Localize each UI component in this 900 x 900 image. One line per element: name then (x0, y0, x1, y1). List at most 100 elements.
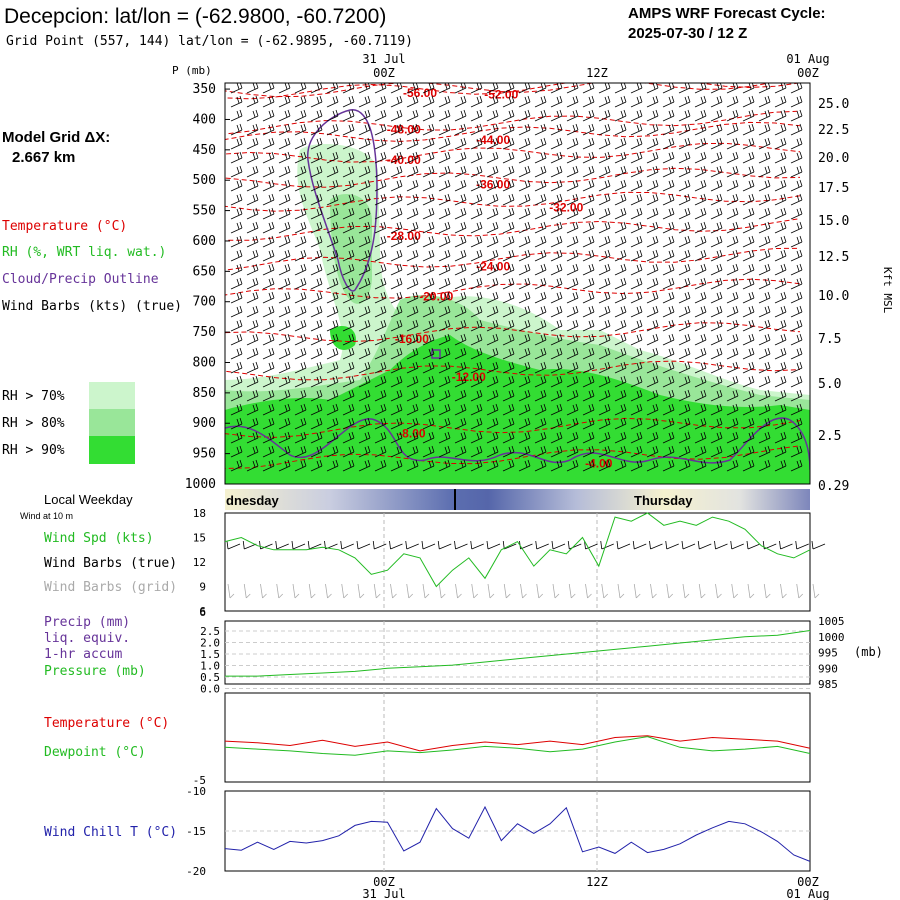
wind-barb (246, 165, 259, 178)
wind-barb (774, 361, 787, 374)
wind-barb (502, 361, 515, 374)
windchill-line (224, 805, 811, 862)
grid-wind-barb (536, 583, 544, 599)
wind-barb (518, 417, 531, 430)
wind-barb (566, 375, 579, 388)
wind-barb (518, 389, 531, 402)
wind-barb (758, 221, 771, 234)
wind-barb (310, 319, 323, 332)
wind-barb (518, 403, 531, 416)
wind-barb (710, 207, 723, 220)
wind-barb (582, 151, 595, 164)
wind-barb (342, 95, 355, 108)
wind-barb (486, 137, 499, 150)
wind-barb (262, 137, 275, 150)
wind-barb (582, 109, 595, 122)
wind-barb (662, 235, 675, 248)
wind-barb (646, 235, 659, 248)
wind-barb (694, 249, 707, 262)
wind-barb (246, 375, 259, 388)
wind-barb (710, 263, 723, 276)
wind-barb (550, 347, 563, 360)
wind-barb (518, 207, 531, 220)
wind-barb (790, 305, 803, 318)
wind-ytick-label: 15 (193, 532, 206, 545)
wind-barb (454, 333, 467, 346)
top-tick-12z: 12Z (586, 66, 608, 80)
wind-barb (630, 235, 643, 248)
wind-barb (278, 459, 291, 472)
wind-barb (774, 277, 787, 290)
wind-barb (358, 291, 371, 304)
wind-barb (694, 123, 707, 136)
wind-barb (310, 263, 323, 276)
wind-barb (678, 277, 691, 290)
wind-barb (438, 123, 451, 136)
wind-barb (710, 403, 723, 416)
wind-barb (598, 291, 611, 304)
surface-wind-barb (632, 540, 647, 550)
wind-barb (278, 123, 291, 136)
wind-barb (534, 109, 547, 122)
bottom-date-1: 31 Jul (362, 887, 405, 900)
grid-wind-barb (487, 583, 495, 599)
wind-barb (374, 333, 387, 346)
wind-barb (406, 417, 419, 430)
wind-barb (614, 347, 627, 360)
wind-barb (742, 445, 755, 458)
wind-barb (326, 445, 339, 458)
wind-barb (278, 221, 291, 234)
temperature-contour (225, 191, 801, 217)
wind-barb (646, 109, 659, 122)
wind-barb (310, 445, 323, 458)
wind-barb (294, 403, 307, 416)
wind-barb (566, 123, 579, 136)
wind-barb (278, 179, 291, 192)
wind-barb (390, 277, 403, 290)
wind-barb (646, 445, 659, 458)
wind-barb (230, 235, 243, 248)
grid-wind-barb (812, 583, 820, 599)
wind-barb (678, 459, 691, 472)
wind-barb (470, 361, 483, 374)
wind-barb (262, 221, 275, 234)
wind-barb (422, 235, 435, 248)
surface-wind-barb (226, 540, 241, 550)
surface-wind-barb (681, 540, 696, 550)
wind-barb (582, 207, 595, 220)
wind-spd-label: Wind Spd (kts) (44, 531, 154, 546)
wind-barb (230, 193, 243, 206)
wind-barb (534, 375, 547, 388)
height-tick-label: 12.5 (818, 250, 849, 265)
wind-barb (406, 137, 419, 150)
wind-barb (502, 137, 515, 150)
wind-barb (694, 179, 707, 192)
wind-barb (374, 263, 387, 276)
wind-barb (342, 179, 355, 192)
wind-barb (230, 207, 243, 220)
wind-barb (294, 291, 307, 304)
wind-barb (358, 389, 371, 402)
wind-barb (310, 333, 323, 346)
wind-barb (358, 123, 371, 136)
wind-barb (630, 389, 643, 402)
wind-barb (310, 95, 323, 108)
wind-barb (246, 417, 259, 430)
wind-barb (230, 137, 243, 150)
wind-barb (566, 347, 579, 360)
wind-barb (518, 347, 531, 360)
wind-barb (342, 165, 355, 178)
wind-barb (742, 179, 755, 192)
wind-barb (278, 263, 291, 276)
wind-barb (774, 291, 787, 304)
rh-label-90: RH > 90% (2, 443, 65, 458)
temp-ytick-label: -5 (193, 774, 206, 787)
wind-barb (454, 151, 467, 164)
pressure-level-label: 750 (193, 325, 216, 340)
wind-barb (662, 109, 675, 122)
wind-barb (726, 235, 739, 248)
windchill-ytick-label: -10 (186, 785, 206, 798)
wind-barb (534, 83, 547, 94)
wind-barb (758, 459, 771, 472)
wind-barb (726, 403, 739, 416)
